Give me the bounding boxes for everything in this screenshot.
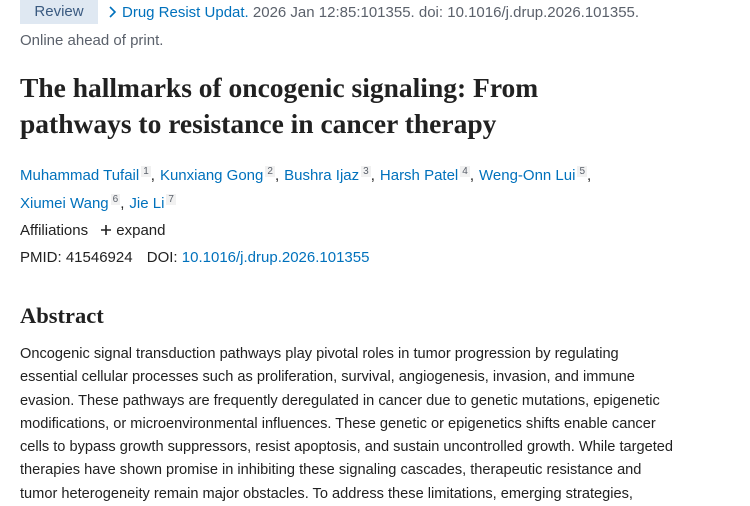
author-name[interactable]: Harsh Patel (379, 167, 459, 184)
chevron-icon (109, 6, 117, 18)
abstract-line: cells to bypass growth suppressors, resi… (20, 439, 673, 456)
citation: 2026 Jan 12:85:101355. doi: 10.1016/j.dr… (252, 4, 640, 21)
author-name[interactable]: Xiumei Wang (20, 194, 109, 212)
title-line: pathways to resistance in cancer therapy (20, 108, 497, 139)
identifiers: PMID: 41546924 DOI: 10.1016/j.drup.2026.… (20, 248, 369, 268)
abstract-heading: Abstract (20, 303, 104, 328)
affiliation-number: 4 (460, 166, 470, 177)
author-list: Muhammad Tufail 1, Kunxiang Gong 2, Bushra I… (20, 160, 596, 215)
expand-label: expand (116, 222, 166, 239)
abstract-line: tumor heterogeneity remain major obstacl… (20, 485, 633, 502)
type-badge: Review (20, 0, 98, 24)
abstract-line: modifications, or microenvironmental inf… (20, 415, 656, 432)
author-name[interactable]: Jie Li (129, 194, 165, 212)
author-name[interactable]: Muhammad Tufail (20, 167, 140, 184)
separator: , (587, 167, 592, 184)
plus-icon (101, 225, 112, 235)
separator: , (274, 167, 280, 184)
abstract-line: essential cellular processes such as pro… (20, 369, 635, 386)
affiliation-number: 2 (265, 166, 275, 177)
pmid: 41546924 (65, 249, 133, 266)
abstract-line: evasion. These pathways are frequently d… (20, 392, 660, 409)
author-name[interactable]: Bushra Ijaz (284, 167, 360, 184)
separator: , (120, 194, 125, 212)
author-line: Muhammad Tufail 1, Kunxiang Gong 2, Bushra I… (20, 160, 596, 188)
author-line: Xiumei Wang 6, Jie Li 7 (20, 188, 596, 216)
separator: , (370, 167, 375, 184)
doi-label: DOI: (146, 249, 178, 266)
separator: , (469, 167, 474, 184)
affiliation-number: 6 (110, 193, 121, 205)
separator: , (150, 167, 155, 184)
affiliations-row: Affiliations expand (20, 221, 165, 241)
article-title: The hallmarks of oncogenic signaling: Fr… (20, 70, 538, 142)
abstract-line: Oncogenic signal transduction pathways p… (20, 346, 619, 362)
citation-line: Drug Resist Updat. 2026 Jan 12:85:101355… (108, 3, 639, 23)
author-name[interactable]: Weng-Onn Lui (479, 167, 576, 184)
pmid-label: PMID: (20, 249, 62, 266)
affiliation-number: 5 (577, 166, 588, 177)
affiliations-label: Affiliations (20, 222, 89, 239)
title-line: The hallmarks of oncogenic signaling: Fr… (20, 72, 539, 103)
abstract-text: Oncogenic signal transduction pathways p… (20, 343, 673, 506)
author-name[interactable]: Kunxiang Gong (159, 167, 264, 184)
affiliation-number: 3 (361, 166, 371, 177)
affiliation-number: 7 (166, 193, 176, 205)
affiliation-number: 1 (141, 166, 151, 177)
publication-status: Online ahead of print. (20, 32, 164, 49)
journal-link[interactable]: Drug Resist Updat. (122, 4, 249, 21)
expand-button[interactable]: expand (100, 222, 165, 239)
abstract-line: therapies have shown promise in inhibiti… (20, 462, 642, 479)
doi-link[interactable]: 10.1016/j.drup.2026.101355 (181, 249, 370, 266)
